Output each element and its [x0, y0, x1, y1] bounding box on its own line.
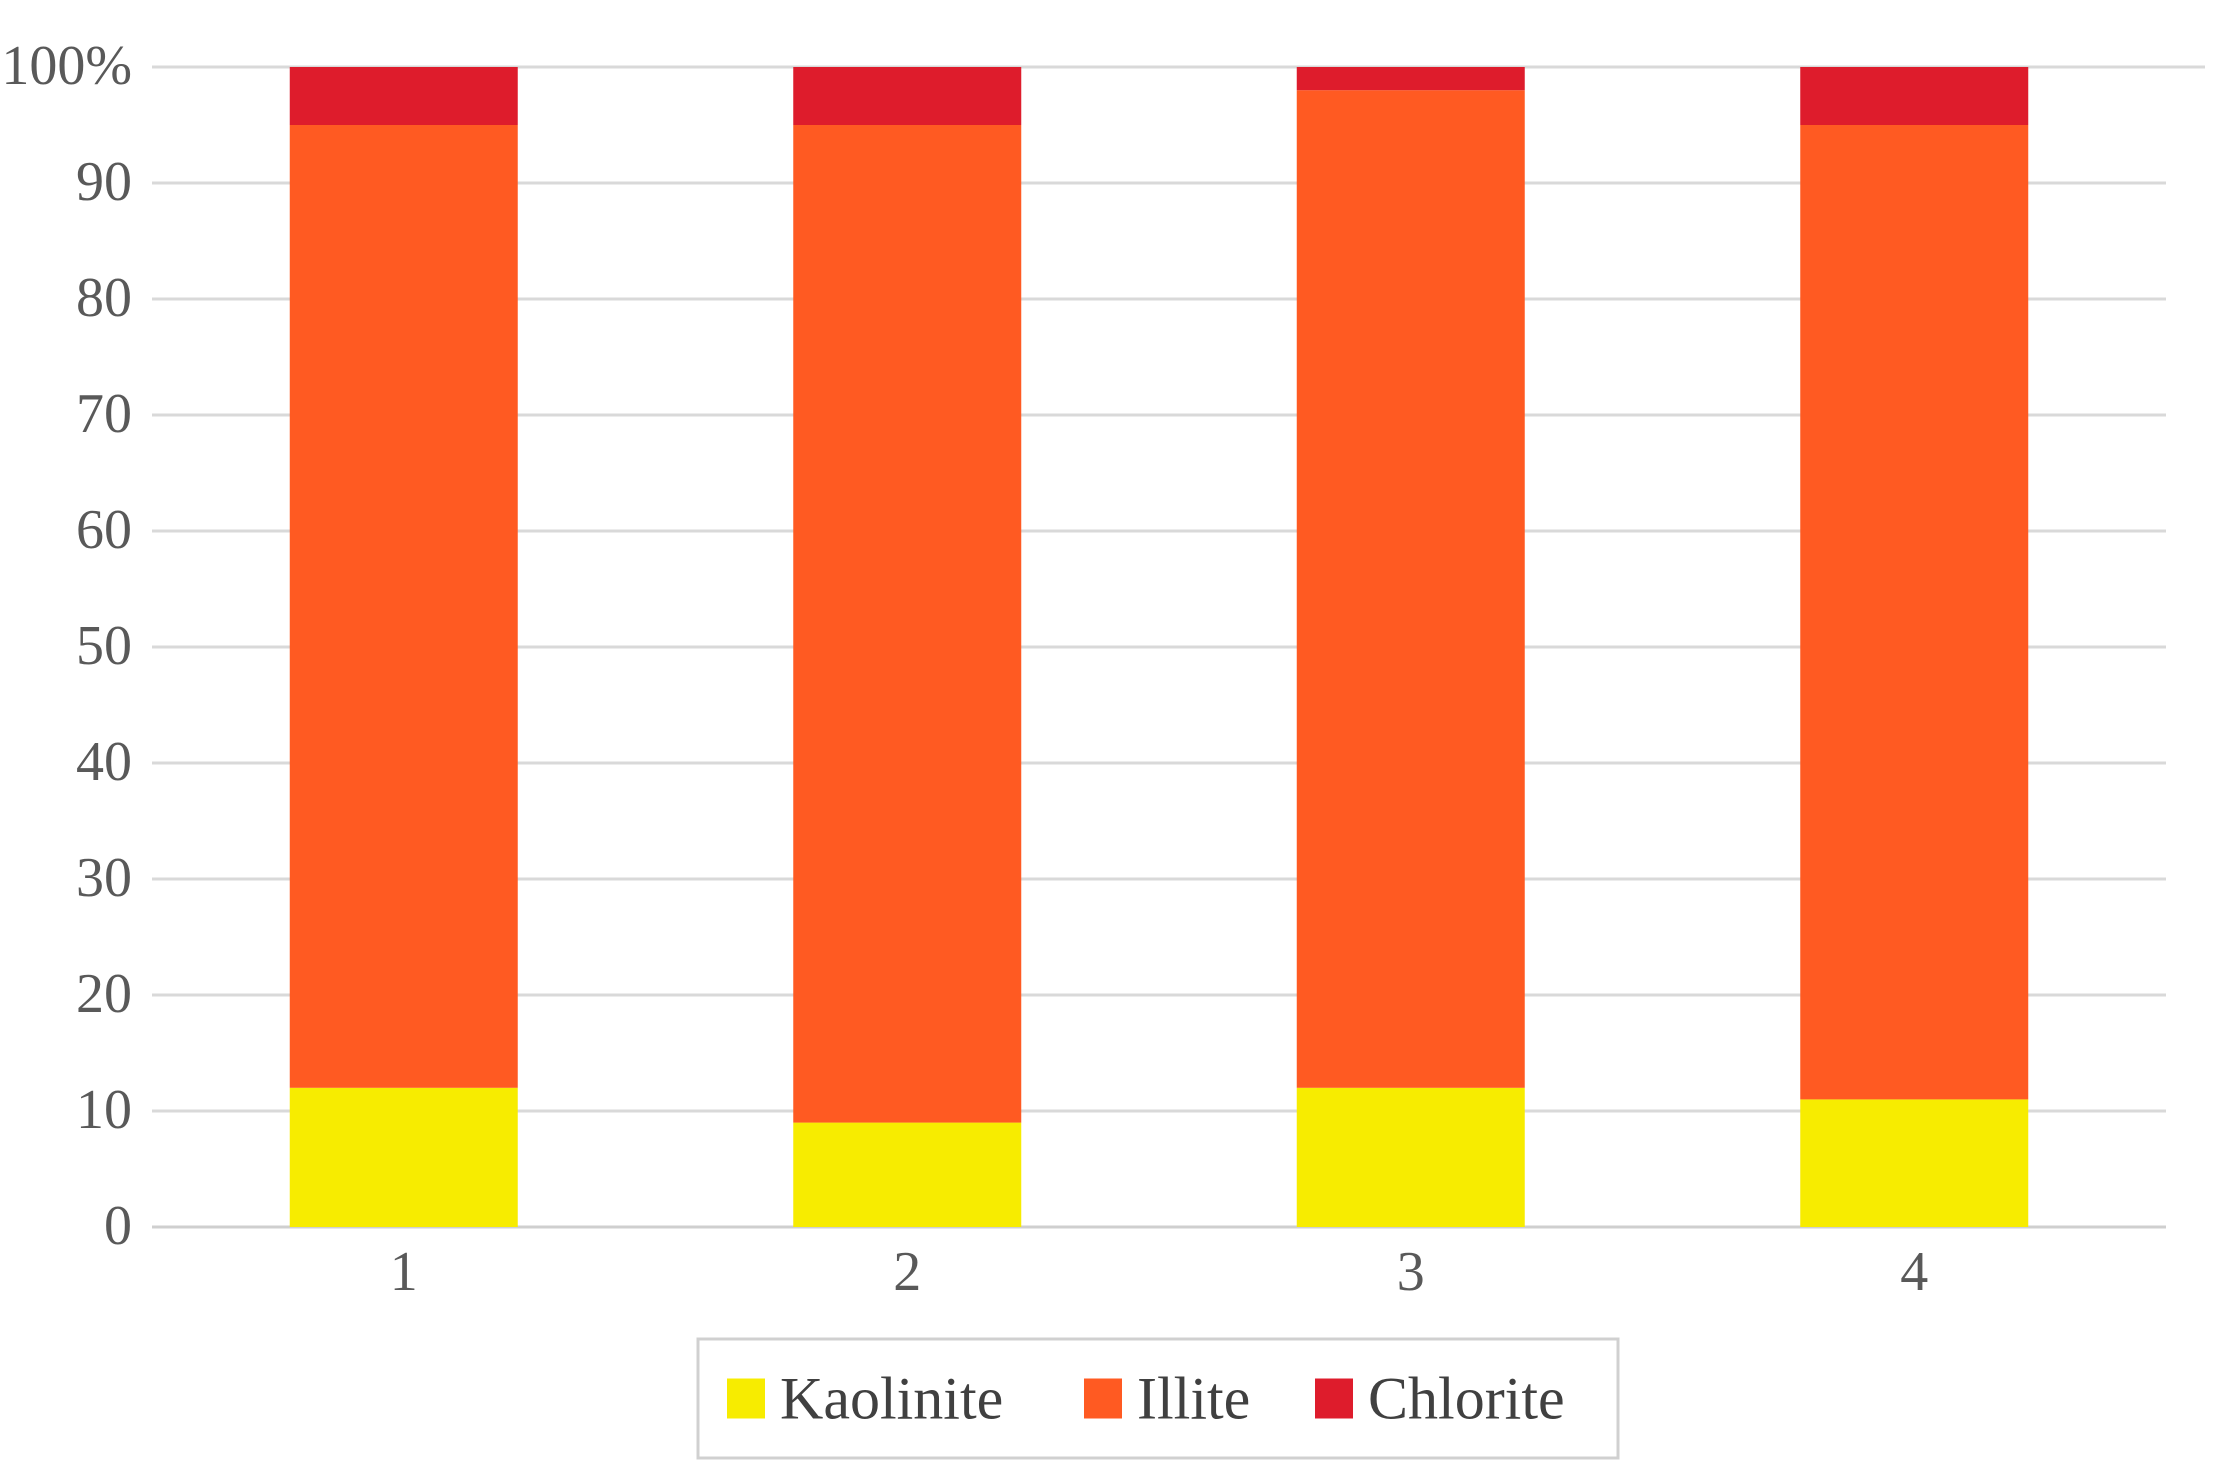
y-tick-label: 20	[76, 963, 132, 1025]
y-tick-label: 80	[76, 267, 132, 329]
x-tick-label: 3	[1397, 1241, 1425, 1303]
bar-chlorite-1	[289, 67, 518, 125]
x-tick-label: 4	[1900, 1241, 1928, 1303]
y-tick-label: 10	[76, 1079, 132, 1141]
bar-illite-3	[1296, 90, 1525, 1088]
y-tick-label: 30	[76, 847, 132, 909]
y-tick-label: 0	[104, 1195, 132, 1257]
bar-illite-1	[289, 125, 518, 1088]
legend: Kaolinite Illite Chlorite	[696, 1337, 1620, 1460]
y-tick-label: 70	[76, 383, 132, 445]
bars	[289, 67, 2029, 1227]
bar-chlorite-4	[1800, 67, 2029, 125]
y-tick-label: 40	[76, 731, 132, 793]
y-tick-label: 60	[76, 499, 132, 561]
x-tick-label: 1	[390, 1241, 418, 1303]
legend-label-illite: Illite	[1137, 1366, 1250, 1432]
bar-illite-2	[793, 125, 1022, 1123]
bar-chlorite-3	[1296, 67, 1525, 91]
bar-illite-4	[1800, 125, 2029, 1100]
bar-kaolinite-3	[1296, 1087, 1525, 1227]
bar-chlorite-2	[793, 67, 1022, 125]
legend-box	[696, 1337, 1620, 1460]
legend-swatch-illite	[1084, 1378, 1122, 1419]
legend-swatch-chlorite	[1315, 1378, 1353, 1419]
y-tick-label: 90	[76, 151, 132, 213]
bar-kaolinite-4	[1800, 1099, 2029, 1227]
legend-swatch-kaolinite	[727, 1378, 765, 1419]
x-tick-label: 2	[893, 1241, 921, 1303]
bar-kaolinite-2	[793, 1122, 1022, 1227]
bar-kaolinite-1	[289, 1087, 518, 1227]
axes: 0 10 20 30 40 50 60 70 80 90 100% 1 2 3 4	[1, 35, 1928, 1303]
y-tick-label: 50	[76, 615, 132, 677]
y-tick-label: 100%	[1, 35, 132, 97]
legend-label-kaolinite: Kaolinite	[780, 1366, 1003, 1432]
legend-label-chlorite: Chlorite	[1368, 1366, 1565, 1432]
